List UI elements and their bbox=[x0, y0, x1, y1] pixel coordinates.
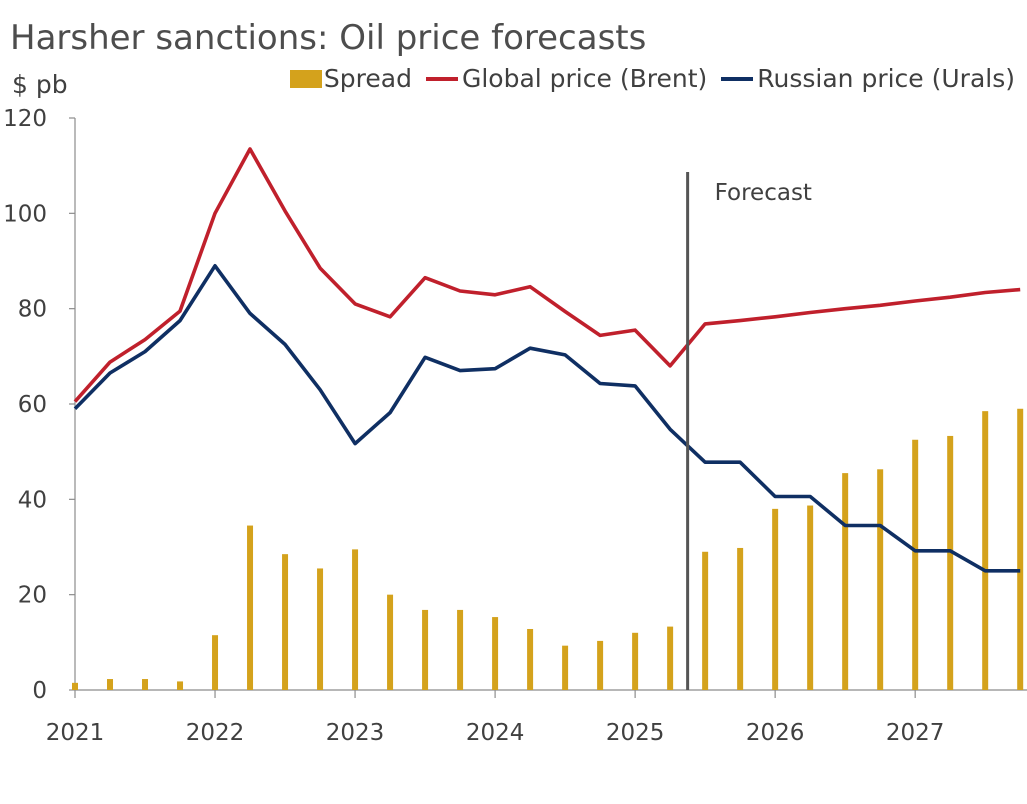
y-tick-label: 20 bbox=[18, 583, 47, 609]
spread-bar bbox=[282, 554, 289, 690]
spread-bar bbox=[947, 435, 954, 690]
spread-bar bbox=[737, 547, 744, 690]
legend-label-brent: Global price (Brent) bbox=[461, 64, 708, 93]
legend-swatch-spread bbox=[289, 69, 322, 88]
urals-price-line bbox=[73, 264, 1021, 573]
spread-bar bbox=[212, 635, 219, 690]
spread-bar bbox=[457, 609, 464, 690]
y-tick-label: 120 bbox=[3, 106, 47, 132]
forecast-label: Forecast bbox=[715, 180, 812, 206]
spread-bar bbox=[387, 594, 394, 690]
spread-bar bbox=[807, 505, 814, 690]
x-tick-label: 2023 bbox=[326, 720, 385, 746]
x-tick-label: 2026 bbox=[746, 720, 805, 746]
y-tick-label: 60 bbox=[18, 392, 47, 418]
y-tick-label: 40 bbox=[18, 487, 47, 513]
spread-bar bbox=[562, 645, 569, 690]
spread-bar bbox=[877, 469, 884, 690]
spread-bar bbox=[597, 640, 604, 690]
spread-bar bbox=[982, 411, 989, 690]
x-tick-label: 2022 bbox=[186, 720, 245, 746]
legend-label-spread: Spread bbox=[323, 64, 412, 93]
spread-bar bbox=[632, 632, 639, 690]
spread-bar bbox=[527, 628, 534, 690]
legend-label-urals: Russian price (Urals) bbox=[757, 64, 1015, 93]
legend-swatch-brent bbox=[425, 76, 458, 81]
legend-item-spread: Spread bbox=[289, 64, 412, 93]
chart-legend: Spread Global price (Brent) Russian pric… bbox=[276, 64, 1015, 93]
x-tick-label: 2021 bbox=[46, 720, 105, 746]
spread-bar bbox=[1017, 408, 1024, 690]
spread-bar bbox=[247, 525, 254, 690]
y-axis-unit-label: $ pb bbox=[12, 70, 68, 99]
x-tick-label: 2024 bbox=[466, 720, 525, 746]
x-tick-label: 2027 bbox=[886, 720, 945, 746]
y-tick-label: 80 bbox=[18, 297, 47, 323]
spread-bar bbox=[177, 681, 184, 690]
spread-bar bbox=[107, 679, 114, 690]
spread-bar bbox=[72, 682, 78, 690]
y-tick-label: 0 bbox=[32, 678, 47, 704]
spread-bar bbox=[842, 473, 849, 690]
chart-title: Harsher sanctions: Oil price forecasts bbox=[10, 18, 647, 58]
y-tick-label: 100 bbox=[3, 201, 47, 227]
legend-swatch-urals bbox=[721, 76, 754, 81]
spread-bar bbox=[667, 626, 674, 690]
legend-item-urals: Russian price (Urals) bbox=[721, 64, 1015, 93]
x-tick-label: 2025 bbox=[606, 720, 665, 746]
spread-bar bbox=[492, 617, 499, 690]
spread-bar bbox=[422, 609, 429, 690]
legend-item-brent: Global price (Brent) bbox=[425, 64, 708, 93]
brent-price-line bbox=[73, 147, 1021, 403]
spread-bar bbox=[142, 679, 149, 690]
spread-bar bbox=[702, 551, 709, 690]
spread-bar bbox=[352, 549, 359, 690]
spread-bar bbox=[772, 508, 779, 690]
spread-bar bbox=[912, 439, 919, 690]
spread-bar bbox=[317, 568, 324, 690]
